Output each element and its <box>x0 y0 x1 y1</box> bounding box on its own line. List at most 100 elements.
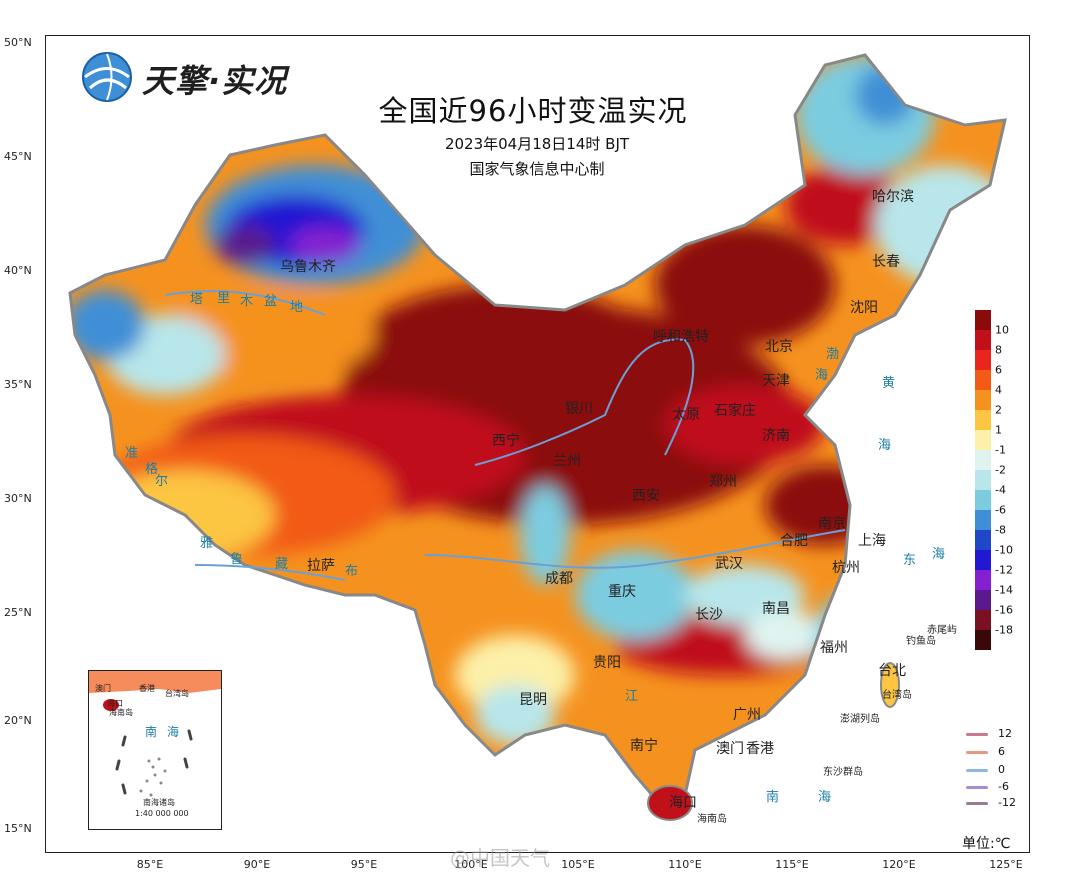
city-label: 南京 <box>818 516 846 532</box>
map-title: 全国近96小时变温实况 <box>378 94 688 128</box>
legend-swatch <box>975 370 991 390</box>
inset-label: 南海诸岛 <box>143 798 175 807</box>
legend-label: -1 <box>995 443 1006 457</box>
lat-label-20: 20°N <box>4 714 32 727</box>
south-china-sea-inset: 澳门 香港 台湾岛 海口 海南岛 南 海 南海诸岛 1:40 000 000 <box>88 670 222 830</box>
sea-label: 南 <box>766 790 780 805</box>
city-label: 昆明 <box>519 692 547 708</box>
city-label: 银川 <box>565 401 593 417</box>
isoline-swatch <box>966 733 988 736</box>
legend-label: 2 <box>995 403 1002 417</box>
legend-swatch <box>975 310 991 330</box>
isoline-legend-item: 6 <box>966 745 1005 758</box>
globe-icon <box>82 52 132 102</box>
legend-label: -2 <box>995 463 1006 477</box>
river-label: 江 <box>625 689 639 704</box>
legend-swatch <box>975 590 991 610</box>
city-label: 成都 <box>545 571 573 587</box>
city-label: 北京 <box>765 339 793 355</box>
river-label: 鲁 <box>230 552 244 567</box>
inset-label: 澳门 <box>95 684 111 693</box>
inset-map <box>89 671 221 797</box>
basin-label: 盆 <box>264 294 278 309</box>
isoline-swatch <box>966 751 988 754</box>
city-label: 西安 <box>632 488 660 504</box>
sea-label: 海 <box>932 547 946 562</box>
temperature-change-map <box>68 53 1007 821</box>
city-label: 台北 <box>878 663 906 679</box>
watermark: @中国天气 <box>450 846 550 870</box>
city-label: 长春 <box>872 254 900 270</box>
map-datetime: 2023年04月18日14时 BJT <box>444 135 630 153</box>
inset-label: 海口 <box>107 699 123 708</box>
legend-swatch <box>975 330 991 350</box>
lon-label-110: 110°E <box>668 858 702 871</box>
city-label: 呼和浩特 <box>653 329 709 345</box>
city-label: 郑州 <box>709 474 737 490</box>
isoline-legend-item: 0 <box>966 763 1005 776</box>
isoline-swatch <box>966 786 988 789</box>
city-label: 广州 <box>733 707 761 723</box>
legend-swatch <box>975 350 991 370</box>
sea-label: 黄 <box>882 376 896 391</box>
inset-sea-label: 南 <box>145 725 158 739</box>
isoline-swatch <box>966 769 988 772</box>
island-label: 赤尾屿 <box>927 625 957 636</box>
inset-scale: 1:40 000 000 <box>135 809 189 818</box>
map-producer: 国家气象信息中心制 <box>469 160 605 178</box>
city-label: 拉萨 <box>307 558 335 574</box>
legend-swatch <box>975 390 991 410</box>
legend-swatch <box>975 630 991 650</box>
legend-label: -16 <box>995 603 1013 617</box>
city-label: 香港 <box>746 741 774 757</box>
isoline-label: 0 <box>998 763 1005 776</box>
sea-label: 海 <box>815 368 829 383</box>
city-label: 福州 <box>820 640 848 656</box>
legend-swatch <box>975 570 991 590</box>
city-label: 石家庄 <box>714 403 756 419</box>
legend-swatch <box>975 450 991 470</box>
city-label: 天津 <box>762 373 790 389</box>
isoline-label: 6 <box>998 745 1005 758</box>
city-label: 南宁 <box>630 738 658 754</box>
lat-label-30: 30°N <box>4 492 32 505</box>
legend-swatch <box>975 410 991 430</box>
legend-label: -10 <box>995 543 1013 557</box>
legend-swatch <box>975 490 991 510</box>
logo-text: 天擎·实况 <box>142 62 288 100</box>
legend-label: -6 <box>995 503 1006 517</box>
inset-label: 台湾岛 <box>165 689 189 698</box>
legend-swatch <box>975 550 991 570</box>
isoline-label: 12 <box>998 727 1012 740</box>
lat-label-45: 45°N <box>4 150 32 163</box>
basin-label: 格 <box>145 462 159 477</box>
isoline-label: -12 <box>998 796 1016 809</box>
city-label: 兰州 <box>553 453 581 469</box>
city-label: 上海 <box>858 533 886 549</box>
legend-label: -12 <box>995 563 1013 577</box>
city-label: 乌鲁木齐 <box>280 259 336 275</box>
city-label: 贵阳 <box>593 655 621 671</box>
isoline-legend-item: -12 <box>966 796 1016 809</box>
legend-label: 4 <box>995 383 1002 397</box>
legend-label: 6 <box>995 363 1002 377</box>
isoline-swatch <box>966 802 988 805</box>
river-label: 布 <box>345 564 359 579</box>
basin-label: 地 <box>290 300 304 315</box>
legend-swatch <box>975 430 991 450</box>
island-label: 钓鱼岛 <box>906 636 936 647</box>
lon-label-95: 95°E <box>350 858 378 871</box>
sea-label: 海 <box>818 790 832 805</box>
lat-label-25: 25°N <box>4 606 32 619</box>
sea-label: 东 <box>903 553 917 568</box>
legend-label: 10 <box>995 323 1009 337</box>
lon-label-115: 115°E <box>775 858 809 871</box>
sea-label: 渤 <box>826 347 840 362</box>
city-label: 济南 <box>762 428 790 444</box>
city-label: 澳门 <box>716 741 744 757</box>
city-label: 合肥 <box>780 533 808 549</box>
lon-label-90: 90°E <box>243 858 271 871</box>
lon-label-85: 85°E <box>136 858 164 871</box>
legend-swatch <box>975 510 991 530</box>
legend-swatch <box>975 530 991 550</box>
